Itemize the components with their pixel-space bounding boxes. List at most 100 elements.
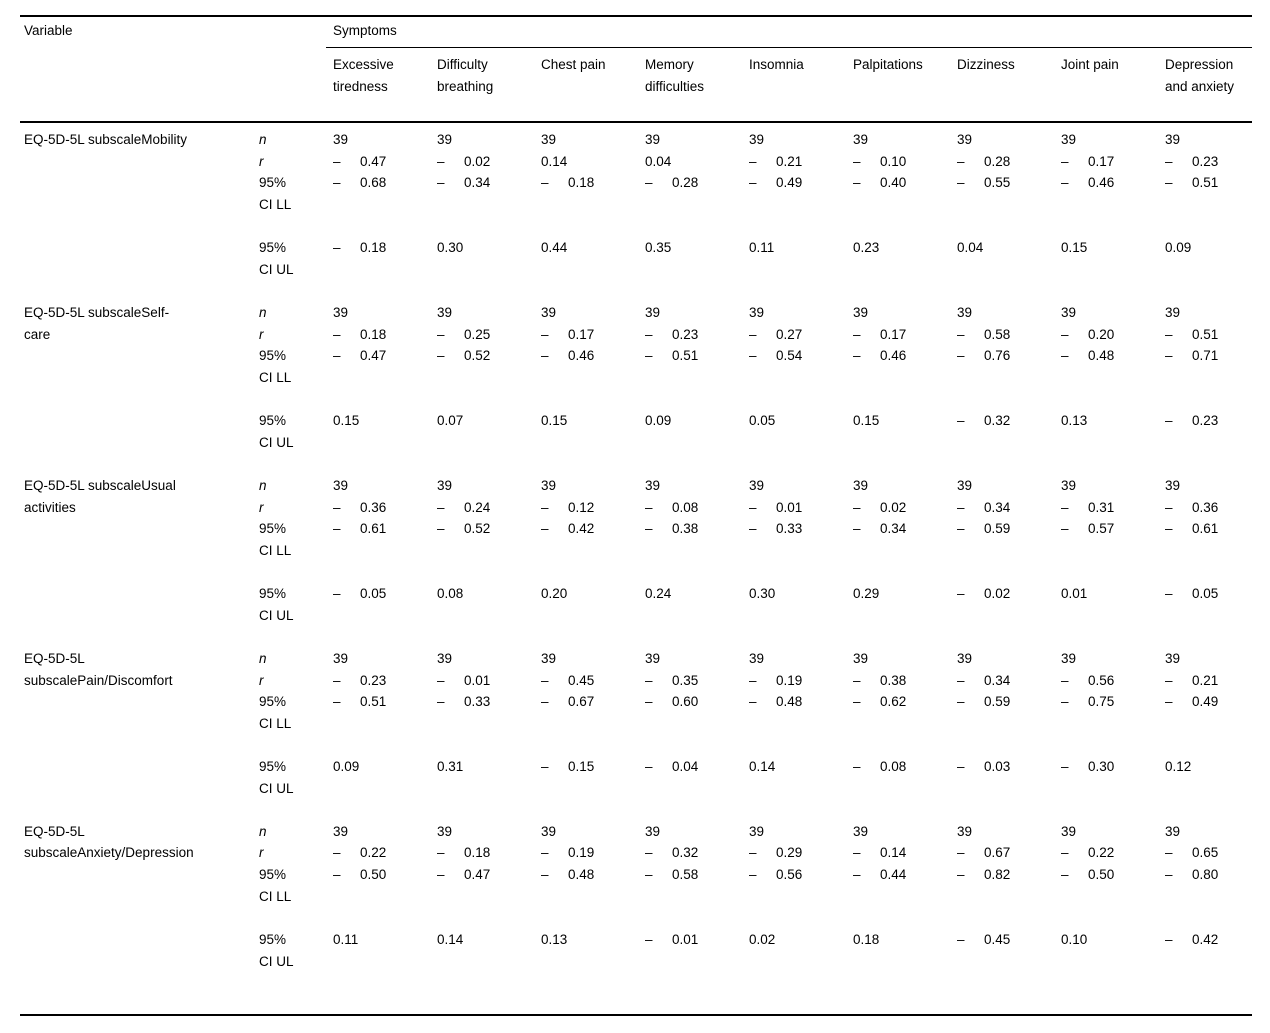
cell-n: 39 <box>333 132 349 147</box>
variable-column-header: Variable <box>24 23 73 38</box>
cell-number: 0.59 <box>984 694 1011 710</box>
cell-number: 0.22 <box>1088 845 1115 861</box>
minus-sign: – <box>957 348 965 364</box>
cell-number: 0.45 <box>984 931 1011 947</box>
minus-sign: – <box>645 758 653 774</box>
cell-ci_ul: 0.04 <box>957 240 984 256</box>
minus-sign: – <box>749 845 757 861</box>
cell-ci_ll: – 0.51 <box>645 345 749 367</box>
cell-number: 0.76 <box>984 348 1011 364</box>
cell-number: 0.51 <box>360 694 387 710</box>
cell-ci_ll: – 0.80 <box>1165 864 1252 886</box>
stat-label-text: n <box>259 823 267 839</box>
minus-sign: – <box>853 153 861 169</box>
minus-sign: – <box>957 413 965 429</box>
cell-number: 0.61 <box>1192 521 1219 537</box>
cell-ci_ul: 0.13 <box>1061 413 1088 429</box>
minus-sign: – <box>437 672 445 688</box>
minus-sign: – <box>1061 758 1069 774</box>
cell-ci_ul: 0.23 <box>853 240 880 256</box>
symptom-column-header: Memory difficulties <box>645 57 705 94</box>
cell-r: – 0.12 <box>541 497 645 519</box>
cell-number: 0.08 <box>880 758 907 774</box>
cell-r: – 0.34 <box>957 497 1061 519</box>
cell-r: – 0.02 <box>437 151 541 173</box>
cell-ci_ul: 0.30 <box>437 240 464 256</box>
cell-number: 0.50 <box>1088 867 1115 883</box>
minus-sign: – <box>645 521 653 537</box>
cell-number: 0.46 <box>1088 175 1115 191</box>
minus-sign: – <box>333 845 341 861</box>
cell-r: – 0.36 <box>333 497 437 519</box>
cell-n: 39 <box>957 304 973 320</box>
cell-r: – 0.65 <box>1165 842 1252 864</box>
cell-number: 0.48 <box>1088 348 1115 364</box>
cell-n: 39 <box>541 650 557 666</box>
cell-n: 39 <box>957 823 973 839</box>
cell-r: – 0.29 <box>749 842 853 864</box>
cell-r: – 0.36 <box>1165 497 1252 519</box>
cell-ci_ul: 0.29 <box>853 586 880 602</box>
cell-ci_ul: 0.07 <box>437 413 464 429</box>
header-separator-rule <box>20 121 1252 123</box>
cell-ci_ll: – 0.62 <box>853 691 957 713</box>
cell-number: 0.67 <box>568 694 595 710</box>
cell-r: – 0.17 <box>1061 151 1165 173</box>
variable-group-row: EQ-5D-5L subscalePain/Discomfort n 39 39 39 3… <box>20 648 1252 821</box>
stat-label-r: r <box>259 842 333 864</box>
stat-label-ci_ll: 95% CI LL <box>259 518 333 583</box>
minus-sign: – <box>1165 931 1173 947</box>
cell-number: 0.18 <box>360 240 387 256</box>
cell-ci_ul: 0.14 <box>437 931 464 947</box>
cell-n: 39 <box>853 823 869 839</box>
cell-ci_ll: – 0.40 <box>853 172 957 194</box>
cell-number: 0.82 <box>984 867 1011 883</box>
minus-sign: – <box>541 672 549 688</box>
cell-number: 0.34 <box>984 499 1011 515</box>
cell-number: 0.02 <box>984 586 1011 602</box>
cell-r: – 0.22 <box>333 842 437 864</box>
cell-n: 39 <box>1165 823 1181 839</box>
cell-ci_ul: – 0.05 <box>1165 583 1252 605</box>
cell-n: 39 <box>957 650 973 666</box>
minus-sign: – <box>853 845 861 861</box>
stat-label-r: r <box>259 151 333 173</box>
cell-number: 0.17 <box>1088 153 1115 169</box>
minus-sign: – <box>437 521 445 537</box>
cell-ci_ll: – 0.61 <box>333 518 437 540</box>
cell-number: 0.52 <box>464 348 491 364</box>
minus-sign: – <box>1165 867 1173 883</box>
cell-number: 0.14 <box>880 845 907 861</box>
minus-sign: – <box>1061 175 1069 191</box>
cell-number: 0.19 <box>568 845 595 861</box>
stat-label-n: n <box>259 129 333 151</box>
cell-ci_ul: 0.13 <box>541 931 568 947</box>
stat-label-ci_ul: 95% CI UL <box>259 756 333 821</box>
variable-label: EQ-5D-5L subscaleAnxiety/Depression <box>24 823 194 861</box>
minus-sign: – <box>437 845 445 861</box>
stat-label-text: r <box>259 672 264 688</box>
cell-ci_ul: – 0.15 <box>541 756 645 778</box>
minus-sign: – <box>437 326 445 342</box>
cell-ci_ll: – 0.46 <box>541 345 645 367</box>
cell-number: 0.56 <box>776 867 803 883</box>
cell-number: 0.35 <box>672 672 699 688</box>
cell-number: 0.34 <box>464 175 491 191</box>
cell-ci_ul: 0.15 <box>1061 240 1088 256</box>
stat-label-text: 95% CI LL <box>259 521 292 558</box>
cell-number: 0.36 <box>360 499 387 515</box>
table-body: EQ-5D-5L subscaleMobility n 39 39 39 39 39 39 39… <box>20 123 1252 1014</box>
cell-ci_ll: – 0.52 <box>437 518 541 540</box>
stat-label-ci_ll: 95% CI LL <box>259 345 333 410</box>
cell-number: 0.47 <box>464 867 491 883</box>
cell-number: 0.01 <box>464 672 491 688</box>
symptom-column-header: Insomnia <box>749 57 804 72</box>
cell-ci_ll: – 0.28 <box>645 172 749 194</box>
cell-r: – 0.14 <box>853 842 957 864</box>
stat-label-text: 95% CI LL <box>259 348 292 385</box>
minus-sign: – <box>1061 326 1069 342</box>
minus-sign: – <box>749 175 757 191</box>
minus-sign: – <box>1061 521 1069 537</box>
cell-n: 39 <box>1061 477 1077 493</box>
cell-ci_ll: – 0.51 <box>333 691 437 713</box>
